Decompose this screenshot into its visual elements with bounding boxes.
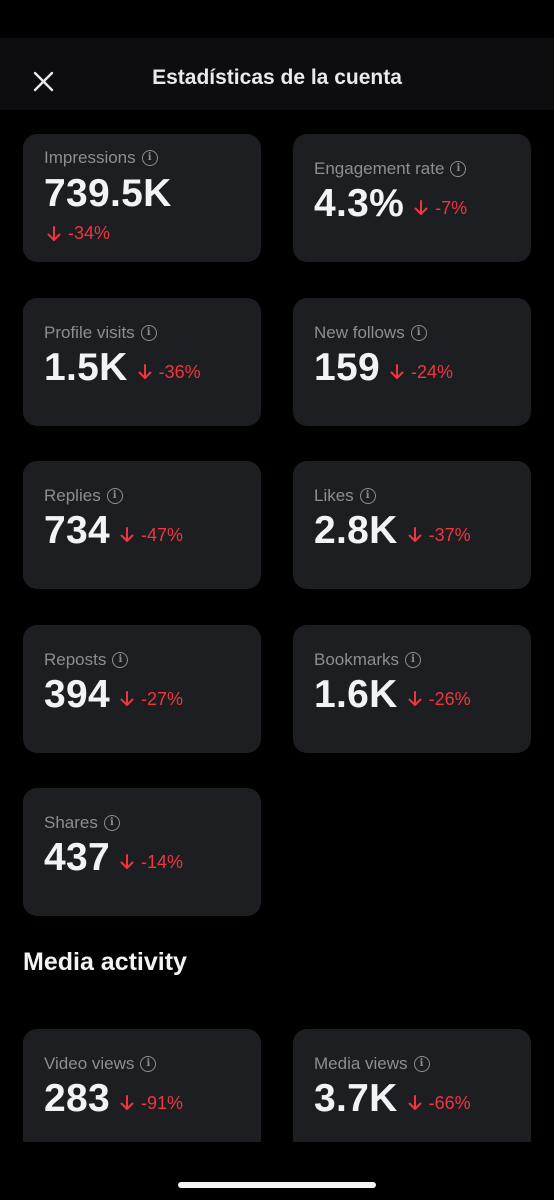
stat-delta-value: -14%	[140, 851, 184, 872]
header: Estadísticas de la cuenta	[0, 38, 554, 110]
info-icon[interactable]: i	[450, 161, 467, 177]
stat-card-media-views[interactable]: Media views i 3.7K -66%	[293, 1029, 531, 1157]
stat-label: New follows	[314, 323, 405, 342]
stat-delta: -34%	[47, 223, 110, 244]
stat-label: Shares	[44, 813, 98, 832]
info-icon[interactable]: i	[413, 1056, 430, 1072]
stat-delta: -36%	[138, 362, 201, 383]
stat-card-profile-visits[interactable]: Profile visits i 1.5K -36%	[23, 298, 261, 426]
arrow-down-icon	[120, 854, 134, 870]
stat-value: 283	[44, 1077, 110, 1120]
page-title: Estadísticas de la cuenta	[152, 66, 402, 89]
stat-card-engagement-rate[interactable]: Engagement rate i 4.3% -7%	[293, 134, 531, 262]
stat-card-impressions[interactable]: Impressions i 739.5K -34%	[23, 134, 261, 262]
info-icon[interactable]: i	[405, 652, 422, 668]
stat-delta: -91%	[120, 1093, 183, 1114]
stat-delta: -14%	[120, 852, 183, 873]
stat-delta-value: -36%	[158, 361, 201, 382]
stat-delta: -66%	[408, 1093, 471, 1114]
arrow-down-icon	[120, 527, 134, 543]
stat-delta-value: -26%	[428, 688, 471, 709]
stat-value: 159	[314, 346, 380, 389]
arrow-down-icon	[408, 1095, 422, 1111]
stat-delta: -26%	[408, 689, 471, 710]
stat-label: Impressions	[44, 148, 136, 167]
stat-value: 3.7K	[314, 1077, 398, 1120]
stat-card-reposts[interactable]: Reposts i 394 -27%	[23, 625, 261, 753]
arrow-down-icon	[120, 691, 134, 707]
arrow-down-icon	[408, 527, 422, 543]
arrow-down-icon	[414, 200, 428, 216]
stat-card-bookmarks[interactable]: Bookmarks i 1.6K -26%	[293, 625, 531, 753]
stat-value: 4.3%	[314, 182, 405, 225]
section-title-media-activity: Media activity	[23, 948, 187, 976]
stat-delta-value: -66%	[428, 1092, 471, 1113]
stat-card-video-views[interactable]: Video views i 283 -91%	[23, 1029, 261, 1157]
stat-delta-value: -7%	[435, 197, 468, 218]
stat-label: Video views	[44, 1054, 135, 1073]
stat-label: Profile visits	[44, 323, 135, 342]
stat-label: Bookmarks	[314, 650, 400, 669]
stat-value: 394	[44, 673, 110, 716]
close-button[interactable]	[26, 64, 62, 100]
info-icon[interactable]: i	[141, 150, 158, 166]
arrow-down-icon	[120, 1095, 134, 1111]
stat-label: Likes	[314, 486, 354, 505]
stat-delta: -24%	[390, 362, 453, 383]
info-icon[interactable]: i	[140, 1056, 157, 1072]
info-icon[interactable]: i	[112, 652, 129, 668]
arrow-down-icon	[408, 691, 422, 707]
stat-card-shares[interactable]: Shares i 437 -14%	[23, 788, 261, 916]
bottom-bar	[0, 1142, 554, 1200]
stat-label: Reposts	[44, 650, 107, 669]
info-icon[interactable]: i	[410, 325, 427, 341]
stat-delta-value: -91%	[140, 1092, 184, 1113]
stat-delta: -37%	[408, 525, 471, 546]
home-indicator[interactable]	[178, 1182, 376, 1188]
info-icon[interactable]: i	[103, 815, 120, 831]
stat-delta-value: -27%	[140, 688, 184, 709]
stat-label: Engagement rate	[314, 159, 445, 178]
stat-delta: -27%	[120, 689, 183, 710]
stat-delta-value: -24%	[410, 361, 454, 382]
stat-delta-value: -37%	[428, 524, 471, 545]
stat-value: 739.5K	[44, 172, 172, 215]
stat-delta: -47%	[120, 525, 183, 546]
stat-label: Media views	[314, 1054, 408, 1073]
stat-value: 1.6K	[314, 673, 398, 716]
stat-value: 734	[44, 509, 110, 552]
arrow-down-icon	[138, 364, 152, 380]
stat-delta-value: -47%	[140, 524, 184, 545]
info-icon[interactable]: i	[106, 488, 123, 504]
stat-value: 2.8K	[314, 509, 398, 552]
stat-card-new-follows[interactable]: New follows i 159 -24%	[293, 298, 531, 426]
arrow-down-icon	[390, 364, 404, 380]
stat-card-likes[interactable]: Likes i 2.8K -37%	[293, 461, 531, 589]
stat-delta: -7%	[414, 198, 467, 219]
stat-value: 437	[44, 836, 110, 879]
stat-card-replies[interactable]: Replies i 734 -47%	[23, 461, 261, 589]
arrow-down-icon	[47, 225, 61, 242]
stat-label: Replies	[44, 486, 101, 505]
info-icon[interactable]: i	[140, 325, 157, 341]
info-icon[interactable]: i	[359, 488, 376, 504]
close-icon	[26, 64, 62, 100]
stat-value: 1.5K	[44, 346, 128, 389]
stat-delta-value: -34%	[68, 223, 111, 243]
